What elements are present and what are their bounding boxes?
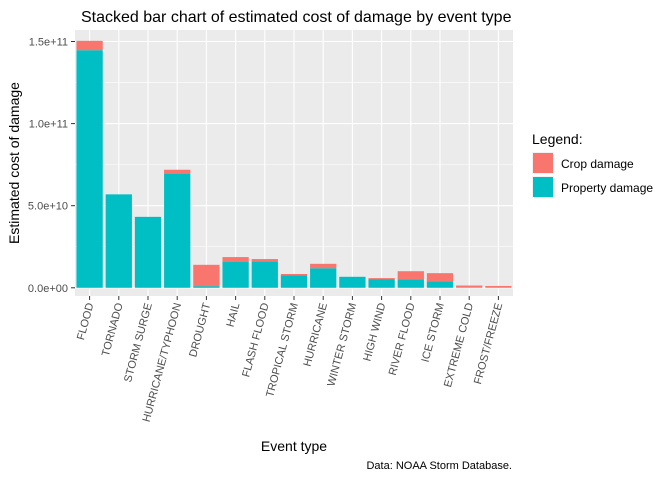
x-tick-label: TROPICAL STORM [264,302,301,399]
bar-crop-damage [310,263,337,269]
bar-crop-damage [193,264,220,287]
bar-crop-damage [485,285,512,288]
bar-crop-damage [280,273,308,276]
bar-property-damage [134,216,162,288]
bar-property-damage [222,262,249,288]
x-tick-label: TORNADO [100,301,126,357]
legend-swatch-crop [533,153,553,173]
bar-crop-damage [368,278,395,280]
bars [76,40,512,288]
y-tick-label: 1.0e+11 [29,119,68,131]
bar-property-damage [76,50,103,288]
y-axis-label: Estimated cost of damage [6,82,22,244]
x-axis-label: Event type [261,438,327,454]
y-tick-label: 5.0e+10 [28,201,68,213]
bar-crop-damage [222,257,249,263]
bar-property-damage [105,194,132,288]
bar-crop-damage [251,259,278,262]
legend-label-property: Property damage [561,181,653,195]
chart-title: Stacked bar chart of estimated cost of d… [81,9,512,26]
x-tick-label: ICE STORM [420,302,447,364]
x-tick-label: HAIL [225,302,243,329]
y-axis: 0.0e+00 5.0e+10 1.0e+11 1.5e+11 [28,36,75,295]
legend-swatch-property [533,177,553,197]
bar-property-damage [193,286,220,288]
caption: Data: NOAA Storm Database. [366,460,512,472]
x-tick-label: FROST/FREEZE [472,302,505,386]
bar-property-damage [397,279,424,288]
x-tick-label: HIGH WIND [361,302,388,363]
bar-crop-damage [456,285,483,288]
x-tick-label: DROUGHT [187,301,213,358]
y-tick-label: 1.5e+11 [29,36,68,48]
x-tick-label: HURRICANE [302,302,331,368]
bar-property-damage [339,276,366,288]
bar-property-damage [280,275,308,288]
bar-crop-damage [164,169,191,175]
bar-property-damage [164,174,191,288]
legend-label-crop: Crop damage [561,157,634,171]
legend: Legend: Crop damage Property damage [532,131,653,198]
x-tick-label: STORM SURGE [122,302,155,384]
bar-crop-damage [397,271,424,280]
x-tick-label: WINTER STORM [325,302,359,388]
x-tick-label: FLASH FLOOD [240,302,271,379]
bar-property-damage [251,261,278,288]
x-tick-label: FLOOD [75,302,96,342]
y-tick-label: 0.0e+00 [28,283,68,295]
x-tick-label: EXTREME COLD [442,302,476,389]
bar-crop-damage [76,40,103,51]
bar-property-damage [426,281,454,288]
x-tick-label: RIVER FLOOD [387,302,418,377]
legend-title: Legend: [532,131,583,147]
bar-property-damage [368,279,395,288]
bar-crop-damage [426,273,454,282]
bar-property-damage [310,268,337,288]
